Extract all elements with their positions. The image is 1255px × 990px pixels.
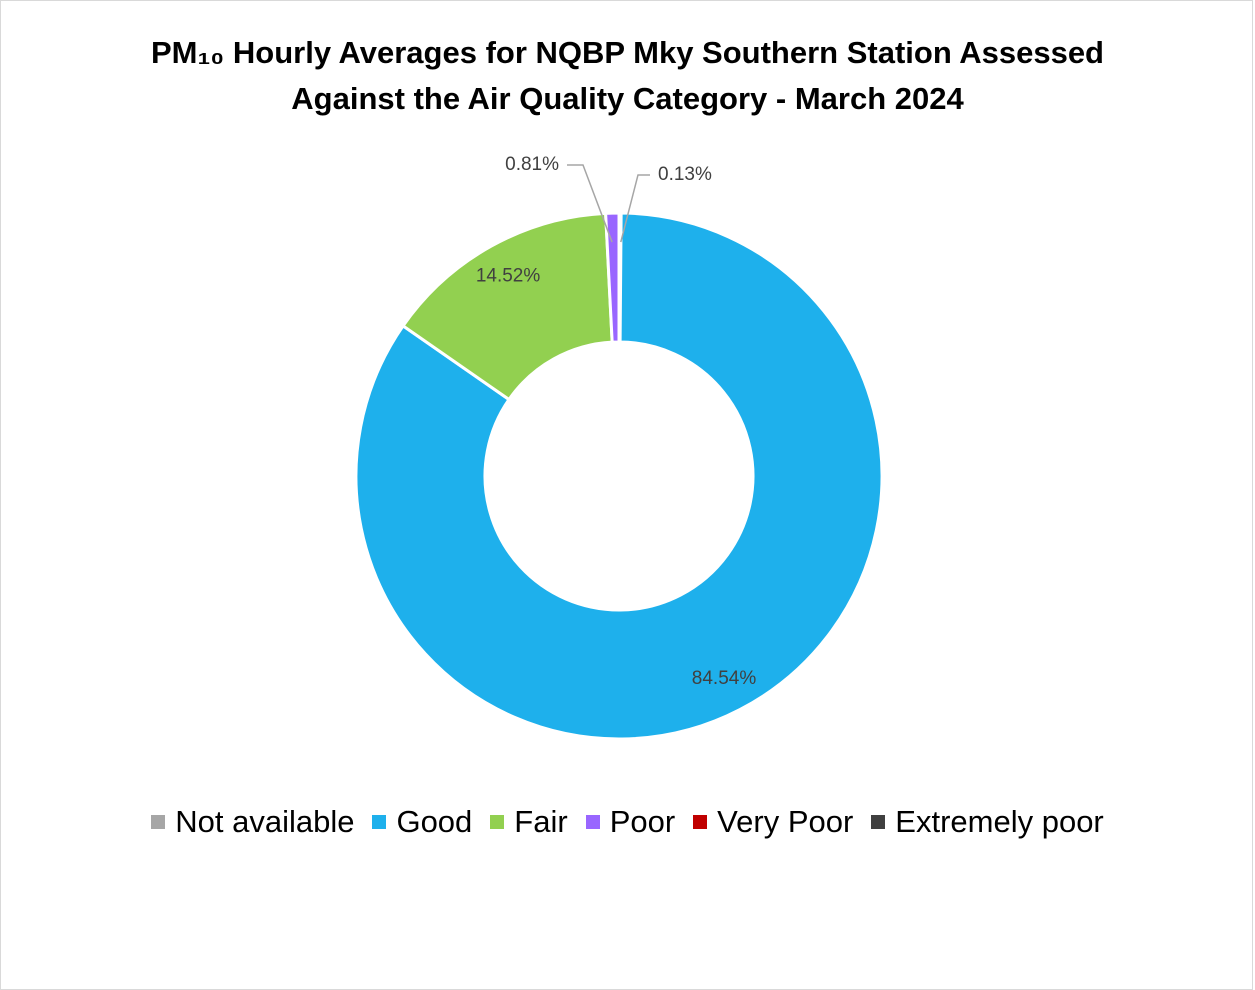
legend-item-extremely-poor: Extremely poor	[871, 804, 1104, 840]
legend-label-extremely-poor: Extremely poor	[895, 804, 1104, 839]
slice-fair	[400, 211, 614, 402]
data-label-good: 84.54%	[692, 668, 757, 689]
chart-title-line-2: Against the Air Quality Category - March…	[291, 81, 964, 116]
slice-poor	[604, 211, 621, 344]
legend-label-very-poor: Very Poor	[717, 804, 854, 839]
leader-not-available	[620, 174, 650, 243]
data-label-fair: 14.52%	[476, 265, 541, 286]
slice-good	[354, 211, 884, 741]
legend-item-not-available: Not available	[151, 804, 354, 840]
legend-label-not-available: Not available	[175, 804, 355, 839]
chart-title: PM₁₀ Hourly Averages for NQBP Mky Southe…	[0, 30, 1255, 122]
legend-swatch-extremely-poor	[871, 815, 886, 829]
data-label-not-available: 0.13%	[658, 164, 712, 185]
legend-item-poor: Poor	[585, 804, 676, 840]
leader-poor	[567, 164, 613, 243]
legend-item-very-poor: Very Poor	[693, 804, 853, 840]
legend-swatch-fair	[490, 815, 505, 829]
legend-item-good: Good	[372, 804, 472, 840]
legend-swatch-not-available	[151, 815, 166, 829]
legend-swatch-poor	[585, 815, 600, 829]
legend-swatch-good	[372, 815, 387, 829]
legend-item-fair: Fair	[490, 804, 568, 840]
legend-label-fair: Fair	[514, 804, 568, 839]
chart-title-line-1: PM₁₀ Hourly Averages for NQBP Mky Southe…	[150, 35, 1104, 70]
data-label-poor: 0.81%	[505, 154, 559, 175]
legend-label-poor: Poor	[609, 804, 676, 839]
legend-label-good: Good	[396, 804, 473, 839]
chart-legend: Not available Good Fair Poor Very Poor Extrem…	[0, 804, 1255, 840]
legend-swatch-very-poor	[693, 815, 708, 829]
